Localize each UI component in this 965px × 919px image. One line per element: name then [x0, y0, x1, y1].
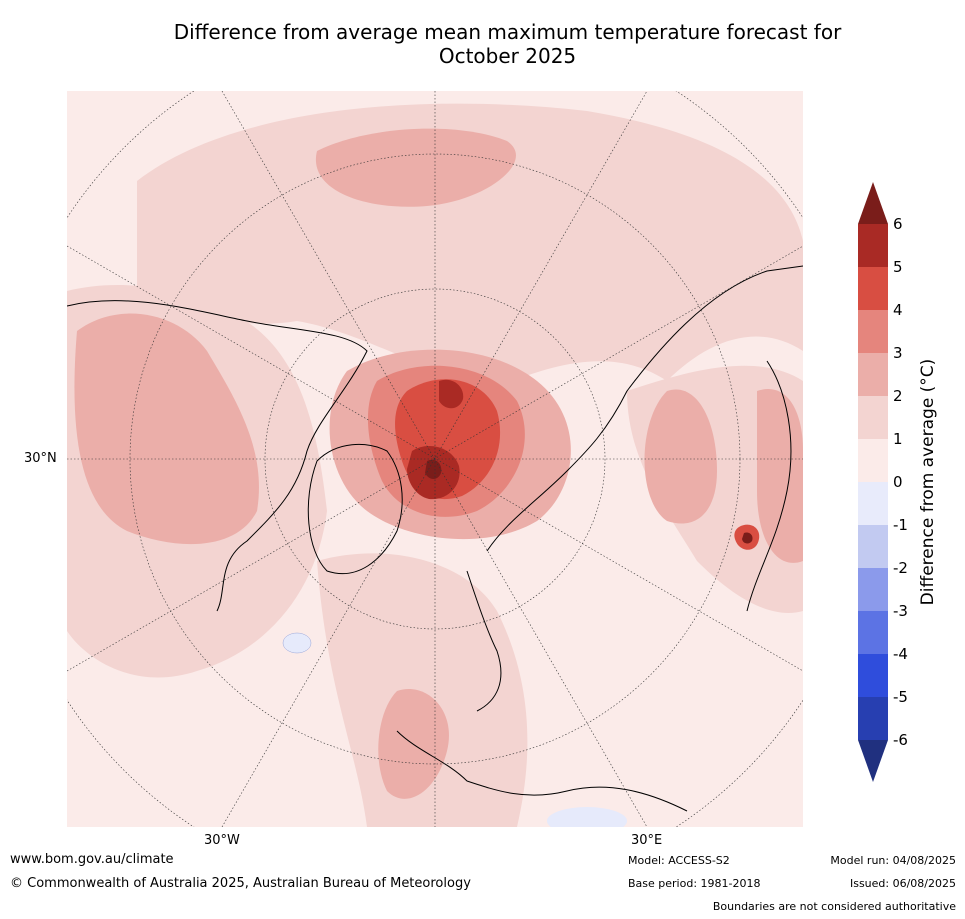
colorbar-tick-label: 5	[893, 258, 903, 276]
colorbar-segment	[858, 611, 888, 654]
footer-copyright: © Commonwealth of Australia 2025, Austra…	[10, 876, 471, 891]
colorbar-segment	[858, 654, 888, 697]
colorbar-tick-label: 6	[893, 215, 903, 233]
title-line-2: October 2025	[438, 44, 577, 68]
footer-disclaimer: Boundaries are not considered authoritat…	[712, 900, 956, 913]
colorbar-segment	[858, 439, 888, 482]
footer-model: Model: ACCESS-S2	[628, 854, 730, 867]
colorbar-tick-label: -4	[893, 645, 908, 663]
anomaly-region-6-plus	[425, 459, 442, 479]
colorbar-segment	[858, 353, 888, 396]
colorbar-tick-label: 4	[893, 301, 903, 319]
colorbar-label: Difference from average (°C)	[918, 358, 938, 606]
footer-issued: Issued: 06/08/2025	[849, 877, 956, 890]
coastline-asia-east	[746, 360, 792, 612]
colorbar-segment	[858, 568, 888, 611]
anomaly-region-6-plus-asia	[742, 532, 753, 544]
colorbar-segment	[858, 482, 888, 525]
colorbar-tick-label: -1	[893, 516, 908, 534]
colorbar-extend-bottom	[858, 740, 888, 782]
graticule	[67, 91, 803, 827]
colorbar-tick-label: 3	[893, 344, 903, 362]
coastline-eurasia	[486, 265, 803, 552]
colorbar-tick-label: 1	[893, 430, 903, 448]
colorbar-segment	[858, 267, 888, 310]
anomaly-region-2-3-asia	[644, 389, 717, 524]
colorbar	[858, 182, 888, 782]
anomaly-region-1-2-north	[137, 103, 803, 391]
footer-website[interactable]: www.bom.gov.au/climate	[10, 852, 174, 867]
colorbar-tick-label: -6	[893, 731, 908, 749]
colorbar-extend-top	[858, 182, 888, 224]
coastline-scandinavia	[466, 570, 502, 712]
coastline-greenland	[307, 443, 403, 575]
latitude-label-30n: 30°N	[24, 451, 57, 466]
colorbar-segment	[858, 697, 888, 740]
longitude-label-30w: 30°W	[204, 833, 240, 848]
coastline-europe-south	[396, 730, 688, 812]
colorbar-tick-label: -5	[893, 688, 908, 706]
coastline-north-america	[67, 300, 368, 612]
anomaly-region-5-6-north	[439, 379, 464, 409]
title-line-1: Difference from average mean maximum tem…	[173, 20, 842, 44]
anomaly-region-negative	[282, 632, 312, 654]
footer-base-period: Base period: 1981-2018	[628, 877, 761, 890]
anomaly-region-2-3-america	[74, 313, 259, 545]
meridian-diag-4	[221, 91, 648, 827]
coastlines	[67, 265, 803, 812]
colorbar-tick-label: 0	[893, 473, 903, 491]
meridian-diag-3	[67, 245, 803, 672]
colorbar-segment	[858, 310, 888, 353]
colorbar-tick-label: -3	[893, 602, 908, 620]
colorbar-tick-label: -2	[893, 559, 908, 577]
latitude-circle-inner	[264, 288, 606, 630]
colorbar-tick-label: 2	[893, 387, 903, 405]
forecast-map	[67, 91, 803, 827]
anomaly-region-1-2-south	[317, 553, 528, 827]
colorbar-segment	[858, 224, 888, 267]
footer-model-run: Model run: 04/08/2025	[830, 854, 956, 867]
anomaly-region-2-3-far-east	[757, 389, 803, 563]
colorbar-segments	[858, 182, 888, 782]
colorbar-segment	[858, 396, 888, 439]
colorbar-segment	[858, 525, 888, 568]
chart-title: Difference from average mean maximum tem…	[0, 20, 965, 68]
longitude-label-30e: 30°E	[631, 833, 663, 848]
anomaly-region-2-3-arctic	[315, 128, 516, 207]
anomaly-region-negative-south	[547, 807, 627, 827]
